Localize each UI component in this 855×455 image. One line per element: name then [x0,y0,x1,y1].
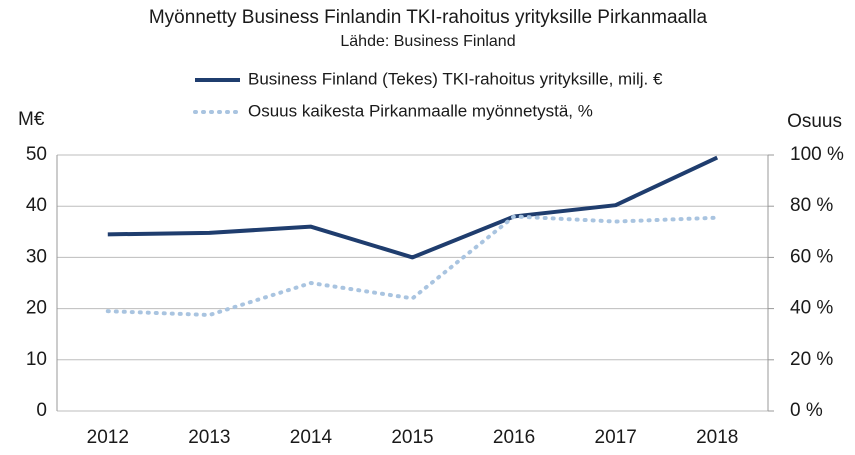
x-tick-label: 2014 [290,427,333,448]
y-tick-label: 0 [36,400,47,421]
y-tick-label: 40 [26,195,47,216]
x-tick-label: 2018 [696,427,738,448]
y2-tick-label: 40 % [790,298,833,319]
y-axis-label: M€ [18,109,45,130]
x-tick-label: 2017 [595,427,637,448]
legend-label: Business Finland (Tekes) TKI-rahoitus yr… [248,69,663,88]
y-tick-label: 30 [26,246,47,267]
y2-tick-label: 0 % [790,400,823,421]
x-tick-label: 2015 [391,427,433,448]
y2-tick-label: 100 % [790,144,844,165]
x-tick-label: 2012 [87,427,129,448]
y-tick-label: 20 [26,298,47,319]
legend-label: Osuus kaikesta Pirkanmaalle myönnetystä,… [248,101,593,120]
series-line [107,155,719,260]
y2-tick-label: 20 % [790,349,833,370]
y-tick-label: 50 [26,144,47,165]
x-tick-label: 2013 [188,427,230,448]
series-line [105,214,720,317]
x-tick-label: 2016 [493,427,535,448]
y2-tick-label: 80 % [790,195,833,216]
y2-axis-label: Osuus [787,111,842,132]
y2-tick-label: 60 % [790,246,833,267]
y-tick-label: 10 [26,349,47,370]
chart-subtitle: Lähde: Business Finland [340,33,515,50]
chart-title: Myönnetty Business Finlandin TKI-rahoitu… [149,7,708,28]
